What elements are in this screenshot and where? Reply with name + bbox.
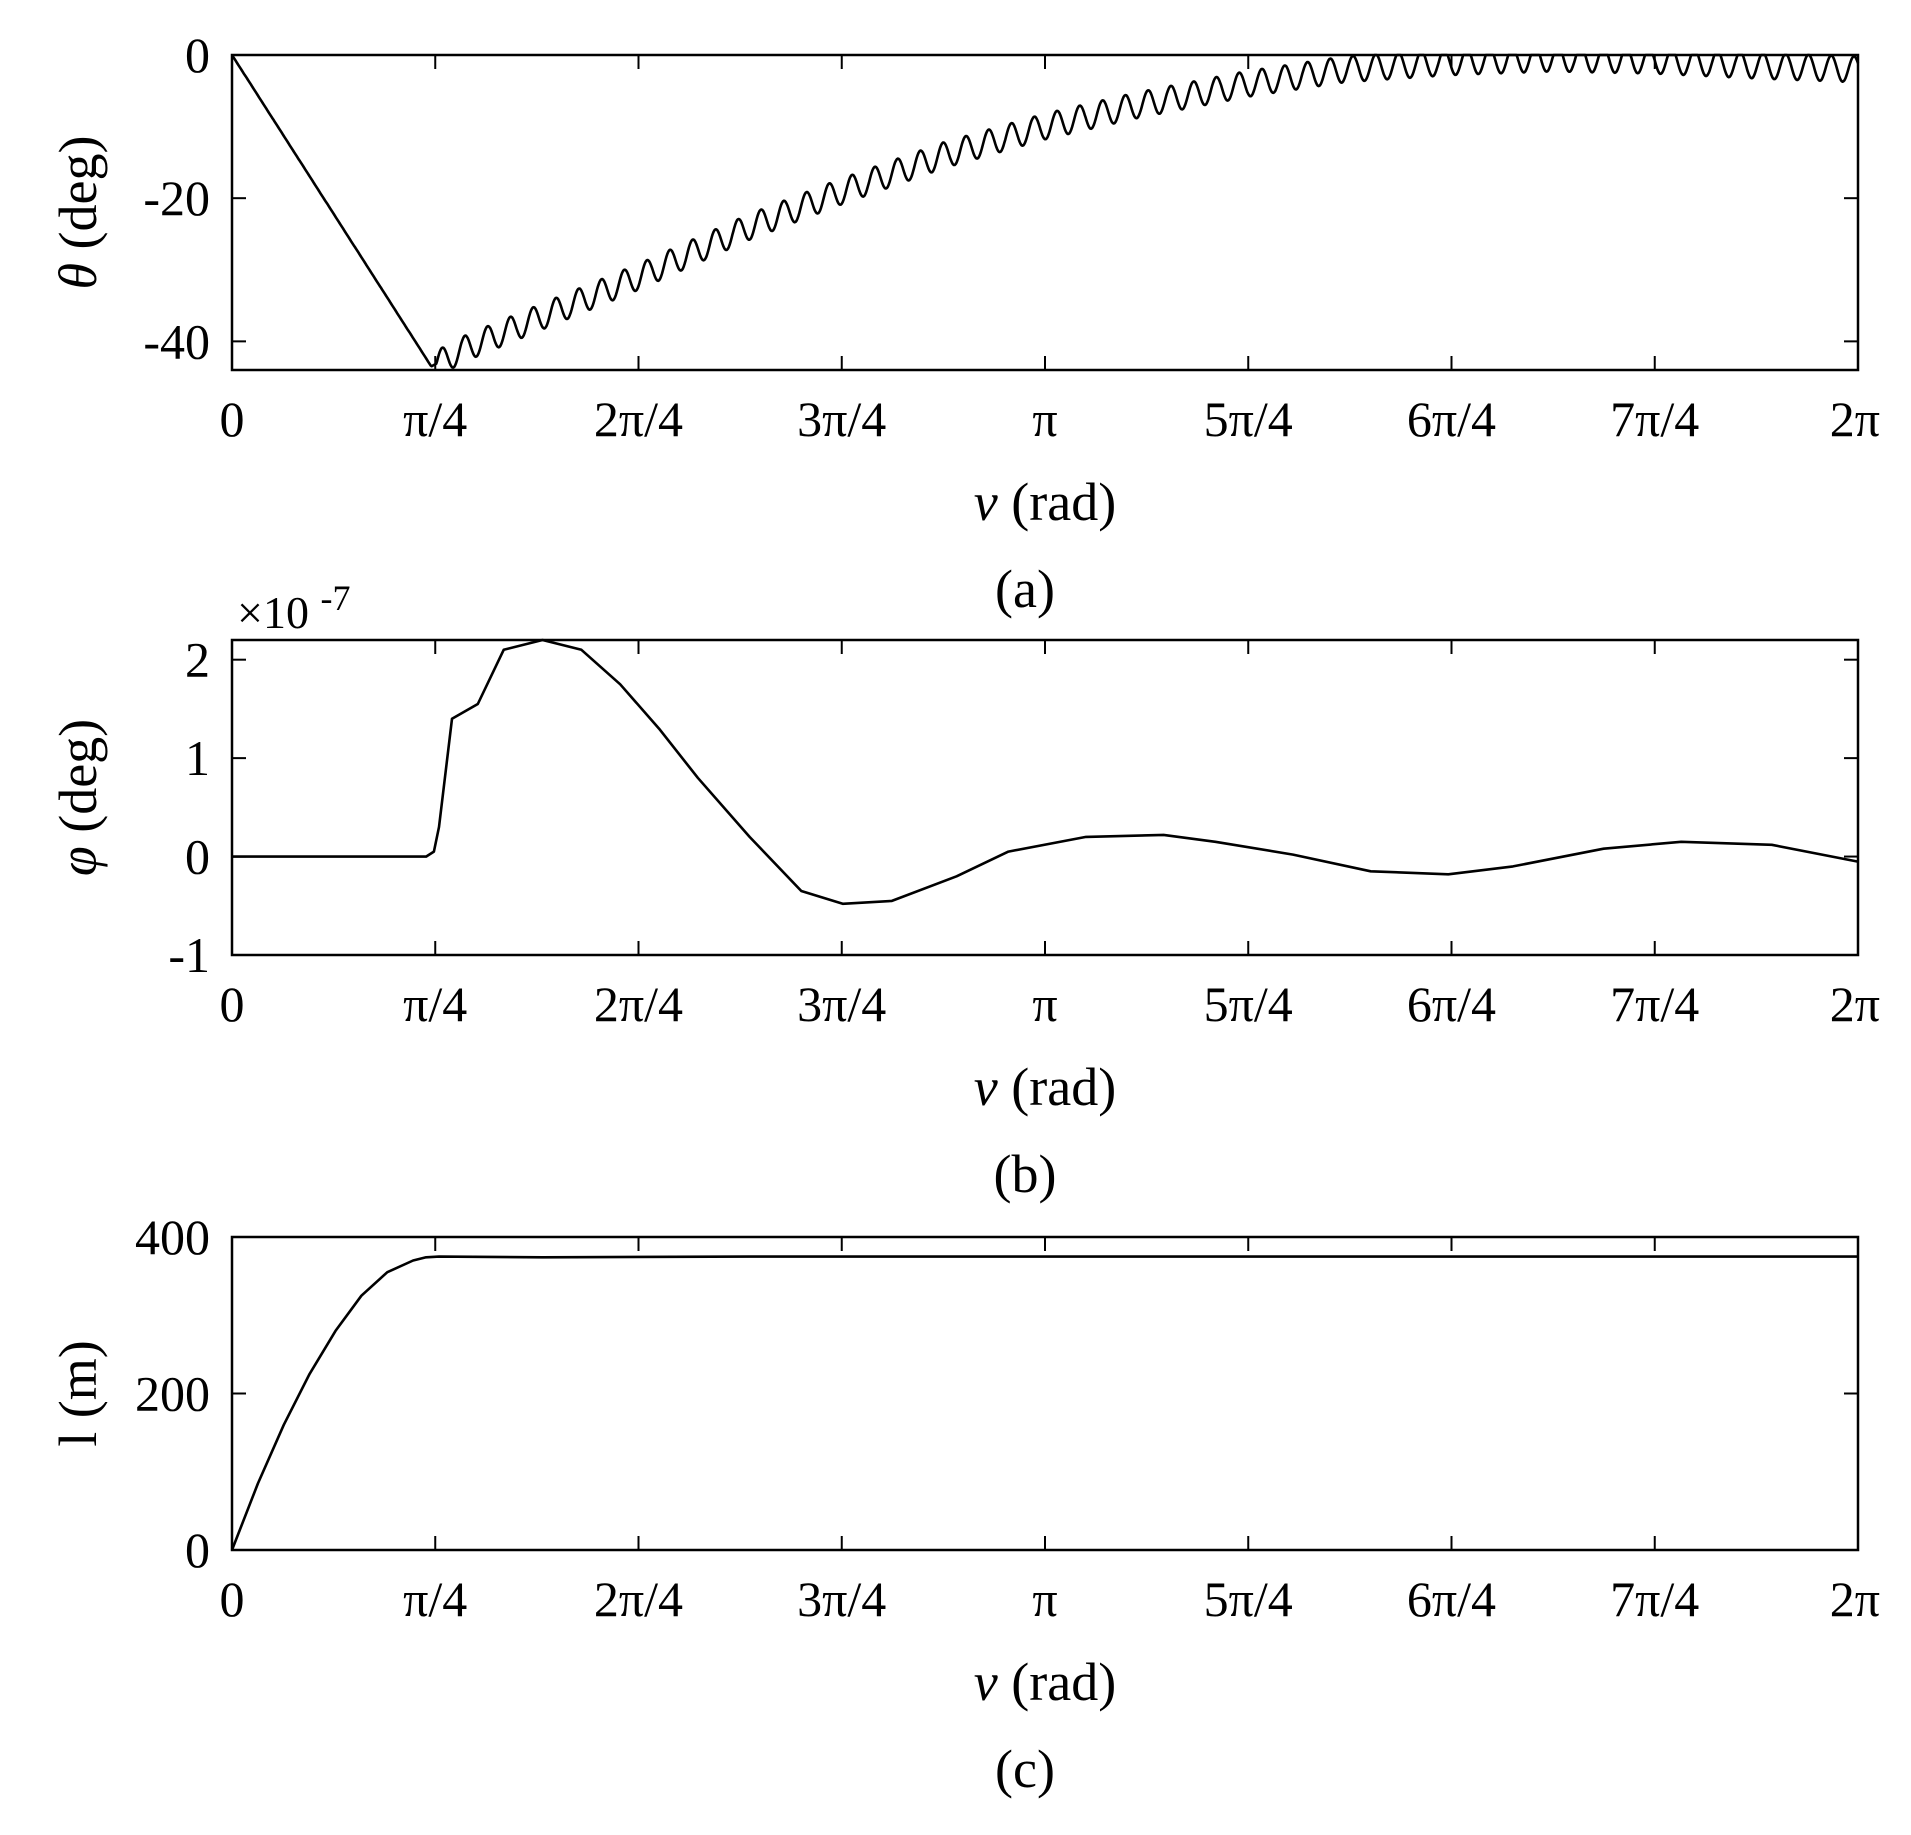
panel-b-ylabel: φ (deg) — [48, 719, 108, 876]
panel-c-ylabel: l (m) — [48, 1340, 108, 1446]
panel-a-xtick-label: π — [1032, 391, 1057, 447]
panel-b-ytick-label: -1 — [168, 927, 210, 983]
panel-b-xtick-label: 6π/4 — [1407, 976, 1496, 1032]
panel-b-xtick-label: π/4 — [403, 976, 467, 1032]
panel-b-ylabel-unit: (deg) — [48, 719, 108, 833]
panel-b-xtick-label: 2π — [1830, 976, 1880, 1032]
panel-b-exponent-base: ×10 — [237, 587, 309, 638]
panel-c-xtick-label: π — [1032, 1571, 1057, 1627]
panel-a-xtick-label: 5π/4 — [1204, 391, 1293, 447]
panel-a-series-layer — [230, 53, 1860, 369]
panel-c-series-line — [230, 1255, 1858, 1551]
panel-a-xtick-label: π/4 — [403, 391, 467, 447]
panel-a-ylabel-symbol: θ — [48, 263, 108, 290]
panel-b-ylabel-symbol: φ — [48, 846, 108, 876]
panel-c-xlabel: ν (rad) — [974, 1652, 1116, 1712]
panel-a-xtick-label: 3π/4 — [797, 391, 886, 447]
panel-a-ytick-label: -20 — [143, 170, 210, 226]
panel-a-ylabel-unit: (deg) — [48, 136, 108, 250]
panel-a-ylabel: θ (deg) — [48, 136, 108, 290]
panel-a-xtick-label: 6π/4 — [1407, 391, 1496, 447]
panel-b-xtick-label: 3π/4 — [797, 976, 886, 1032]
panel-c-xlabel-unit: (rad) — [1011, 1652, 1116, 1712]
panel-a-ticks: 0 π/4 2π/4 3π/4 π 5π/4 6π/4 7π/4 2π 0 -20 -40 — [143, 27, 1880, 447]
panel-c: 0 π/4 2π/4 3π/4 π 5π/4 6π/4 7π/4 2π 400 200 0 ν (ra… — [48, 1209, 1880, 1799]
panel-b-exponent-power: -7 — [320, 578, 350, 618]
panel-b-series-line — [232, 638, 1858, 906]
panel-c-xtick-label: 2π — [1830, 1571, 1880, 1627]
panel-c-xtick-label: 0 — [220, 1571, 245, 1627]
panel-c-xtick-label: 6π/4 — [1407, 1571, 1496, 1627]
panel-a-xlabel-unit: (rad) — [1011, 472, 1116, 532]
panel-a-series-line — [230, 53, 1860, 369]
panel-b-exponent-label: ×10 -7 — [237, 578, 350, 638]
panel-c-caption: (c) — [995, 1739, 1055, 1799]
panel-b-xtick-label: 5π/4 — [1204, 976, 1293, 1032]
panel-a-xtick-label: 2π/4 — [594, 391, 683, 447]
panel-c-xtick-label: 7π/4 — [1610, 1571, 1699, 1627]
panel-b-xtick-label: π — [1032, 976, 1057, 1032]
panel-a-ytick-label: -40 — [143, 313, 210, 369]
panel-c-xtick-label: 5π/4 — [1204, 1571, 1293, 1627]
panel-c-ticks: 0 π/4 2π/4 3π/4 π 5π/4 6π/4 7π/4 2π 400 200 0 — [135, 1209, 1880, 1627]
panel-c-series-layer — [230, 1255, 1858, 1551]
panel-a-ytick-label: 0 — [185, 27, 210, 83]
panel-a-xtick-label: 0 — [220, 391, 245, 447]
panel-b-series-layer — [232, 638, 1858, 906]
panel-a-xtick-label: 2π — [1830, 391, 1880, 447]
panel-c-xtick-label: 3π/4 — [797, 1571, 886, 1627]
panel-c-ylabel-symbol: l — [48, 1432, 108, 1447]
panel-c-ylabel-unit: (m) — [48, 1340, 108, 1418]
panel-a-xtick-label: 7π/4 — [1610, 391, 1699, 447]
panel-b-ytick-label: 0 — [185, 829, 210, 885]
panel-b-xtick-label: 2π/4 — [594, 976, 683, 1032]
panel-a-xlabel-symbol: ν — [974, 472, 998, 532]
panel-c-ytick-label: 200 — [135, 1366, 210, 1422]
panel-b-ytick-label: 2 — [185, 632, 210, 688]
panel-b-ytick-label: 1 — [185, 730, 210, 786]
panel-b-xtick-label: 0 — [220, 976, 245, 1032]
panel-b-xtick-label: 7π/4 — [1610, 976, 1699, 1032]
panel-c-ytick-label: 0 — [185, 1522, 210, 1578]
panel-c-xlabel-symbol: ν — [974, 1652, 998, 1712]
panel-a: 0 π/4 2π/4 3π/4 π 5π/4 6π/4 7π/4 2π 0 -20 -40 ν (ra… — [48, 27, 1880, 619]
panel-b-xlabel-unit: (rad) — [1011, 1057, 1116, 1117]
panel-a-xlabel: ν (rad) — [974, 472, 1116, 532]
panel-b-xlabel: ν (rad) — [974, 1057, 1116, 1117]
panel-c-xtick-label: 2π/4 — [594, 1571, 683, 1627]
panel-b-xlabel-symbol: ν — [974, 1057, 998, 1117]
panel-c-xtick-label: π/4 — [403, 1571, 467, 1627]
panel-a-caption: (a) — [995, 559, 1055, 619]
panel-b-caption: (b) — [994, 1144, 1057, 1204]
panel-c-ytick-label: 400 — [135, 1209, 210, 1265]
